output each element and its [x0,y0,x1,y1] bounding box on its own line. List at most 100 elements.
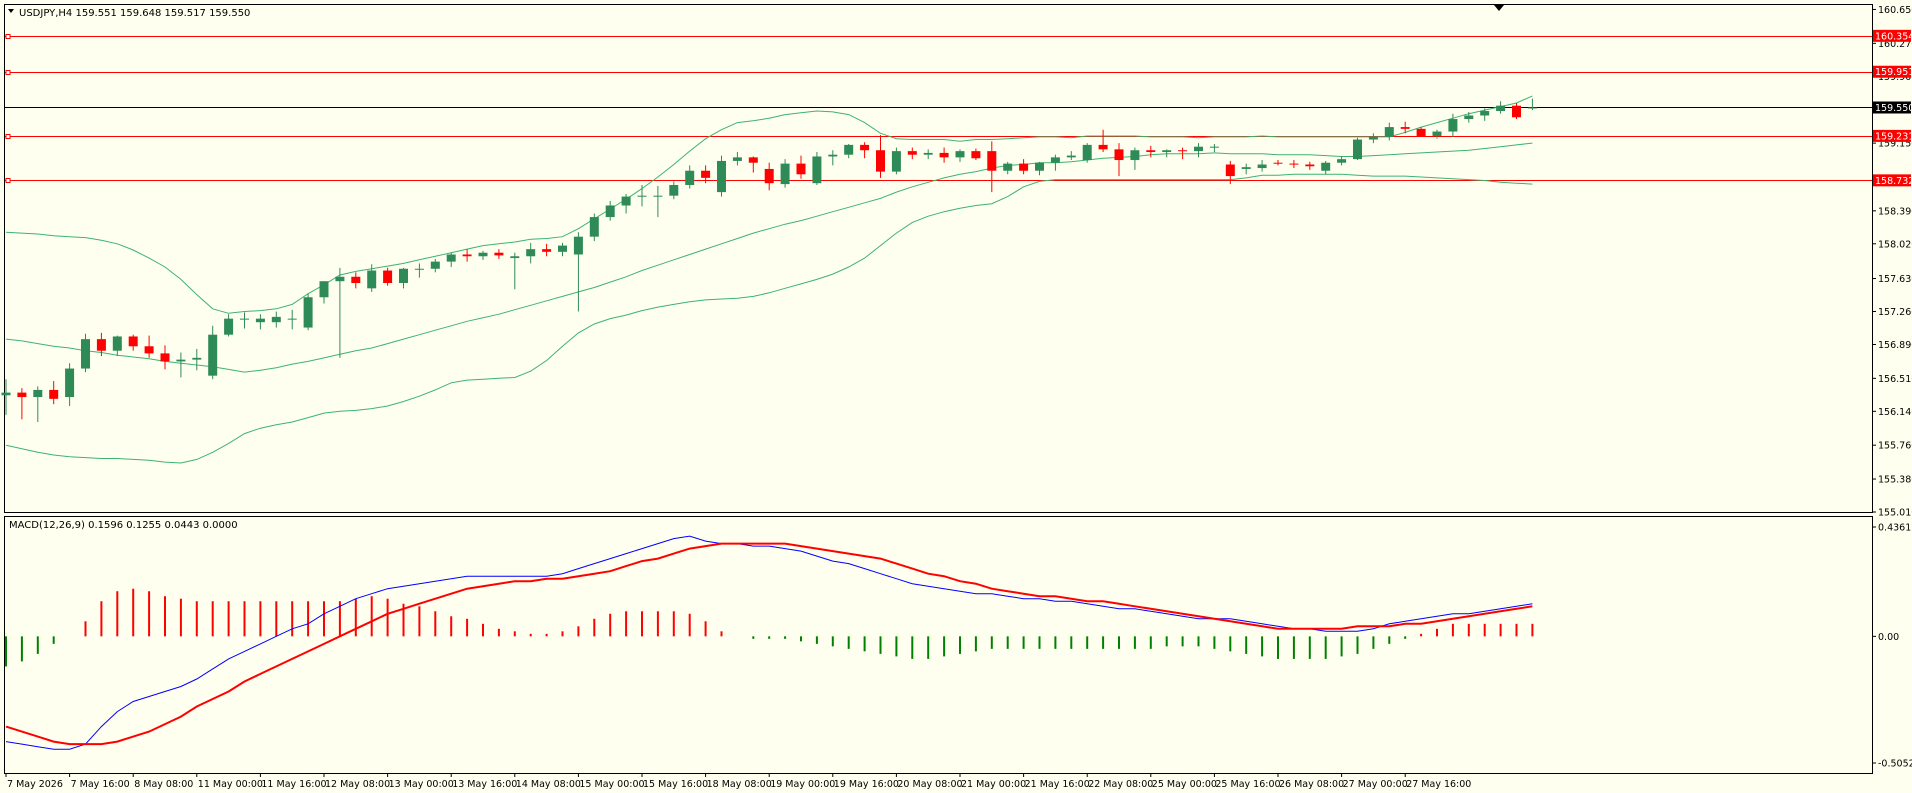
time-tick-label: 22 May 08:00 [1088,779,1153,790]
candle-body [1321,163,1330,171]
time-tick-label: 18 May 08:00 [707,779,772,790]
time-tick-label: 20 May 08:00 [897,779,962,790]
candle-body [844,145,853,155]
candle-body [940,153,949,157]
candle-body [1226,164,1235,176]
candle-body [288,319,297,320]
candle-body [1433,132,1442,136]
candle-body [65,369,74,398]
candle-body [828,155,837,157]
price-tick-label: 158.020 [1878,239,1912,250]
candle-body [208,335,217,376]
price-tick-label: 157.630 [1878,274,1912,285]
candle-body [765,169,774,183]
candle-body [1417,129,1426,136]
current-price-label: 159.550 [1875,103,1912,114]
time-tick-label: 13 May 16:00 [452,779,517,790]
candle-body [638,196,647,197]
candle-body [320,281,329,297]
candle-body [733,157,742,161]
time-tick-label: 27 May 16:00 [1406,779,1471,790]
macd-tick-label: 0.4361 [1878,523,1911,534]
candle-body [415,269,424,270]
candle-body [574,237,583,255]
candle-body [510,256,519,258]
candle-body [669,185,678,196]
candle-body [240,319,249,320]
candle-body [1369,137,1378,140]
candle-body [1178,150,1187,151]
candle-body [781,164,790,184]
level-price-label: 159.231 [1875,131,1912,142]
candle-body [892,151,901,171]
time-tick-label: 7 May 2026 [7,779,63,790]
candle-body [1194,147,1203,151]
time-tick-label: 11 May 00:00 [198,779,263,790]
candle-body [1512,106,1521,118]
candle-body [1099,145,1108,149]
time-tick-label: 8 May 08:00 [134,779,193,790]
level-price-label: 159.951 [1875,67,1912,78]
candle-body [653,196,662,197]
candle-body [1162,150,1171,152]
candle-body [542,249,551,252]
time-tick-label: 12 May 08:00 [325,779,390,790]
level-line-anchor-icon[interactable] [6,179,10,183]
candle-body [1210,147,1219,148]
candle-body [987,151,996,171]
candle-body [463,254,472,256]
candle-body [1115,149,1124,160]
candle-body [383,271,392,283]
candle-body [399,269,408,283]
time-tick-label: 25 May 00:00 [1152,779,1217,790]
candle-body [1289,164,1298,165]
level-line-anchor-icon[interactable] [6,35,10,39]
candle-body [335,277,344,281]
candle-body [304,297,313,327]
candle-body [1019,164,1028,171]
candle-body [1401,127,1410,129]
candle-body [224,319,233,335]
level-line-anchor-icon[interactable] [6,135,10,139]
candle-body [1448,119,1457,131]
time-tick-label: 21 May 00:00 [961,779,1026,790]
candle-body [797,164,806,175]
candle-body [2,393,11,396]
symbol-header: USDJPY,H4 159.551 159.648 159.517 159.55… [19,8,250,19]
candle-body [526,249,535,256]
candle-body [749,157,758,162]
candle-body [622,197,631,206]
candle-body [1496,106,1505,111]
price-tick-label: 156.890 [1878,340,1912,351]
candle-body [860,145,869,150]
level-price-label: 158.732 [1875,176,1912,187]
candle-body [1051,157,1060,162]
candle-body [1528,107,1537,108]
candle-body [17,393,26,397]
price-tick-label: 158.390 [1878,206,1912,217]
price-tick-label: 160.650 [1878,5,1912,16]
macd-header: MACD(12,26,9) 0.1596 0.1255 0.0443 0.000… [9,520,238,531]
candle-body [1480,111,1489,115]
level-price-label: 160.354 [1875,31,1912,42]
candle-body [272,317,281,322]
level-line-anchor-icon[interactable] [6,71,10,75]
price-tick-label: 156.510 [1878,374,1912,385]
time-tick-label: 19 May 16:00 [834,779,899,790]
time-tick-label: 21 May 16:00 [1025,779,1090,790]
candle-body [971,151,980,158]
candle-body [1130,150,1139,160]
candle-body [49,390,58,399]
candle-body [145,346,154,353]
time-tick-label: 11 May 16:00 [261,779,326,790]
candle-body [558,246,567,252]
candle-body [1146,150,1155,152]
candle-body [479,253,488,257]
time-tick-label: 25 May 16:00 [1215,779,1280,790]
time-tick-label: 15 May 16:00 [643,779,708,790]
price-tick-label: 155.010 [1878,508,1912,519]
candle-body [351,277,360,283]
candle-body [717,161,726,192]
